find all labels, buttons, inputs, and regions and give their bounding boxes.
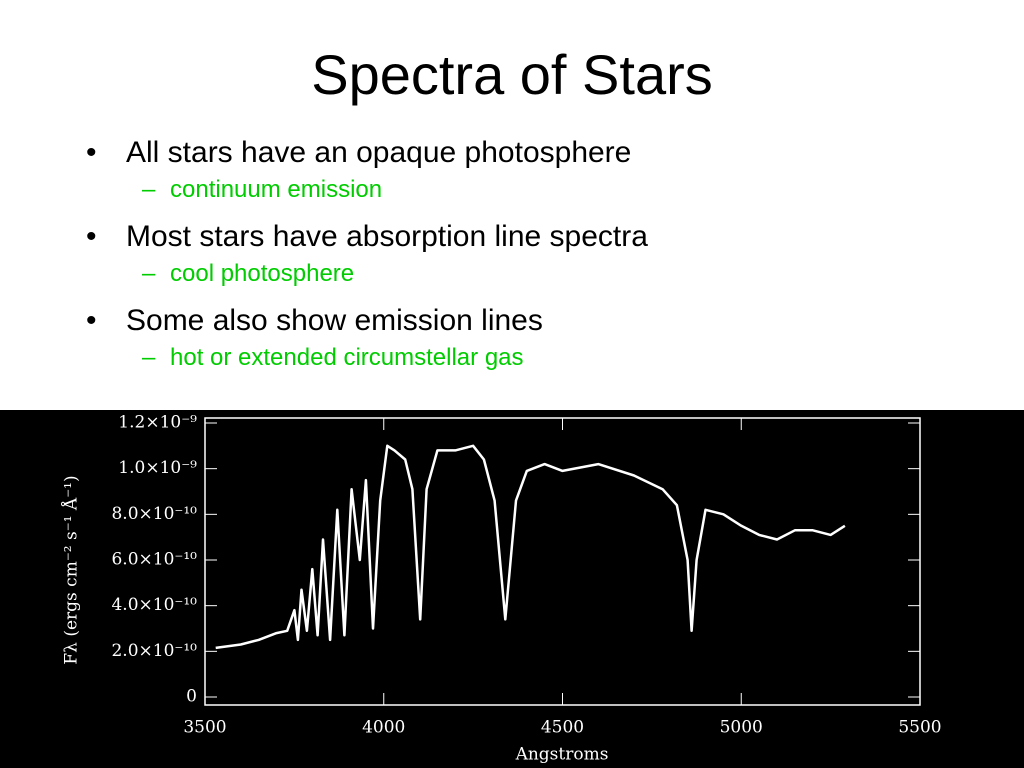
y-tick-label: 1.2×10⁻⁹ — [118, 413, 197, 433]
x-tick-label: 5000 — [720, 718, 763, 738]
chart-background — [0, 410, 1024, 768]
x-tick-label: 4500 — [541, 718, 584, 738]
sub-bullet: cool photosphere — [86, 260, 648, 288]
spectrum-line — [215, 444, 846, 650]
chart: Angstroms Fλ (ergs cm⁻² s⁻¹ Å⁻¹) 0 2.0×10… — [0, 410, 1024, 768]
x-tick-label: 4000 — [362, 718, 405, 738]
sub-bullet: continuum emission — [86, 176, 648, 204]
y-axis-label: Fλ (ergs cm⁻² s⁻¹ Å⁻¹) — [61, 475, 82, 664]
x-tick-label: 3500 — [183, 718, 226, 738]
y-tick-label: 1.0×10⁻⁹ — [118, 458, 197, 478]
bullet-list: All stars have an opaque photosphere cont… — [86, 136, 648, 388]
bullet: Most stars have absorption line spectra — [86, 220, 648, 254]
y-tick-label: 0 — [186, 687, 197, 707]
y-tick-label: 4.0×10⁻¹⁰ — [111, 595, 197, 615]
x-axis-label: Angstroms — [515, 745, 609, 765]
bullet: All stars have an opaque photosphere — [86, 136, 648, 170]
y-tick-label: 2.0×10⁻¹⁰ — [111, 641, 197, 661]
y-tick-label: 6.0×10⁻¹⁰ — [111, 550, 197, 570]
y-tick-label: 8.0×10⁻¹⁰ — [111, 504, 197, 524]
x-tick-label: 5500 — [898, 718, 941, 738]
sub-bullet: hot or extended circumstellar gas — [86, 344, 648, 372]
bullet: Some also show emission lines — [86, 304, 648, 338]
slide-title: Spectra of Stars — [311, 43, 713, 106]
